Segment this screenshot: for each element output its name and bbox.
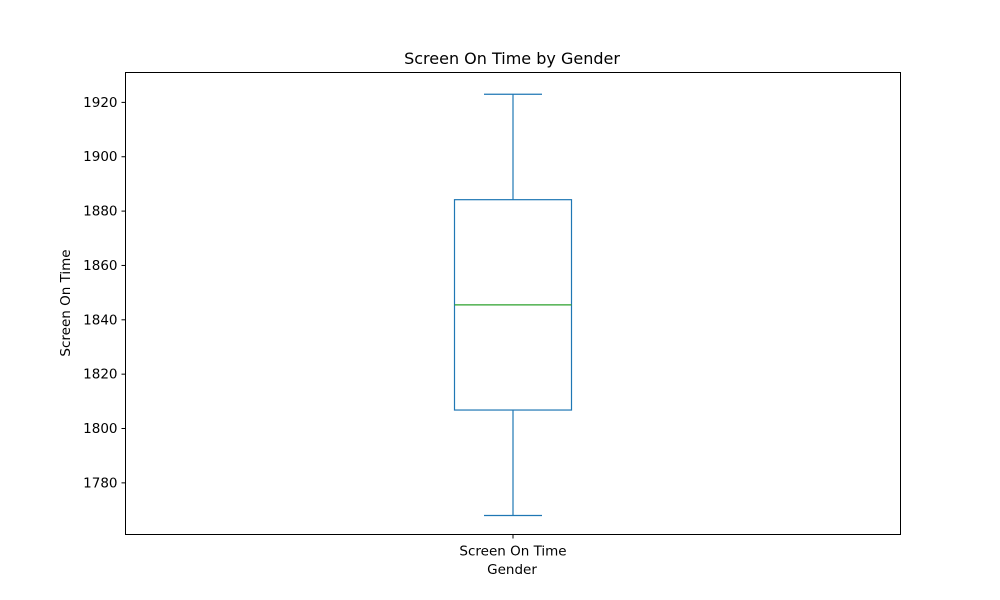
y-tick-label: 1900 [83,149,117,165]
plot-area [453,93,573,517]
y-tick-label: 1800 [83,421,117,437]
y-tick-label: 1840 [83,312,117,328]
y-tick-label: 1880 [83,204,117,220]
y-axis-label: Screen On Time [58,249,74,356]
x-axis-label: Gender [487,562,537,578]
y-tick-label: 1920 [83,95,117,111]
y-tick-label: 1780 [83,475,117,491]
y-tick-label: 1860 [83,258,117,274]
x-tick-label: Screen On Time [459,544,566,560]
x-axis-ticks: Screen On Time [459,534,567,560]
y-tick-label: 1820 [83,367,117,383]
chart-title: Screen On Time by Gender [404,49,620,68]
y-axis-ticks: 1780 1800 1820 1840 1860 1880 1900 1920 [83,95,126,491]
box-plot [453,93,573,517]
